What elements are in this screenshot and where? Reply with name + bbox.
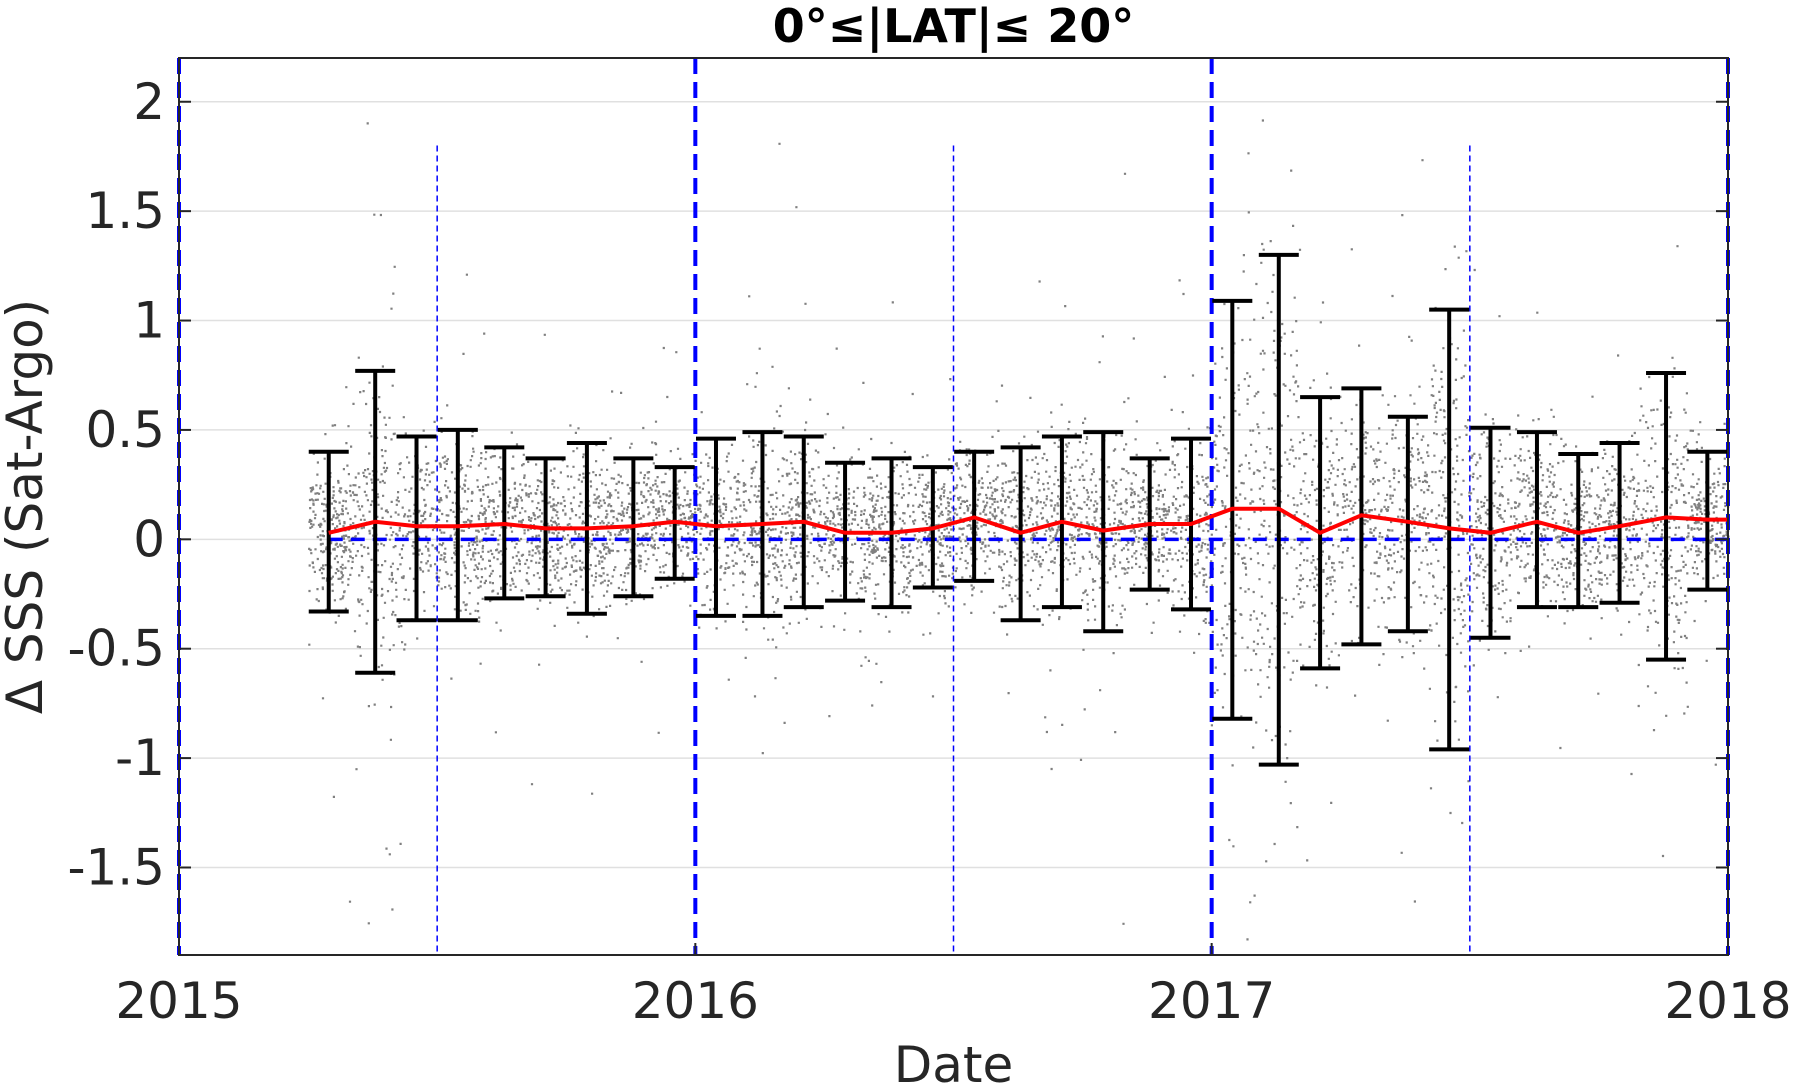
chart-title: 0°≤|LAT|≤ 20° xyxy=(773,0,1134,54)
mean-line xyxy=(328,506,1728,536)
plot-frame xyxy=(178,57,1729,956)
x-tick-label: 2015 xyxy=(115,972,242,1030)
mean-line-layer xyxy=(328,506,1728,536)
x-tick-label: 2017 xyxy=(1148,972,1275,1030)
y-tick-label: 1.5 xyxy=(85,182,165,240)
y-tick-label: -1 xyxy=(115,729,165,787)
vertical-lines-layer xyxy=(177,58,1730,955)
error-bar xyxy=(1599,441,1640,605)
y-ticks-layer: 2 1.5 1 0.5 0 -0.5 -1 -1.5 xyxy=(67,73,1728,896)
y-tick-label: 0.5 xyxy=(85,401,165,459)
x-ticks-layer: 2015 2016 2017 2018 xyxy=(115,943,1792,1030)
y-tick-label: 1 xyxy=(133,292,165,350)
error-bar xyxy=(1558,451,1599,610)
y-axis-label: Δ SSS (Sat-Argo) xyxy=(0,299,54,714)
error-bar xyxy=(1387,414,1428,634)
y-tick-label: -1.5 xyxy=(67,838,165,896)
x-tick-label: 2016 xyxy=(632,972,759,1030)
y-tick-label: 0 xyxy=(133,510,165,568)
y-tick-label: 2 xyxy=(133,73,165,131)
error-bar xyxy=(1516,430,1557,610)
error-bar xyxy=(396,434,437,623)
x-tick-label: 2018 xyxy=(1664,972,1791,1030)
x-axis-label: Date xyxy=(894,1036,1014,1087)
y-tick-label: -0.5 xyxy=(67,620,165,678)
